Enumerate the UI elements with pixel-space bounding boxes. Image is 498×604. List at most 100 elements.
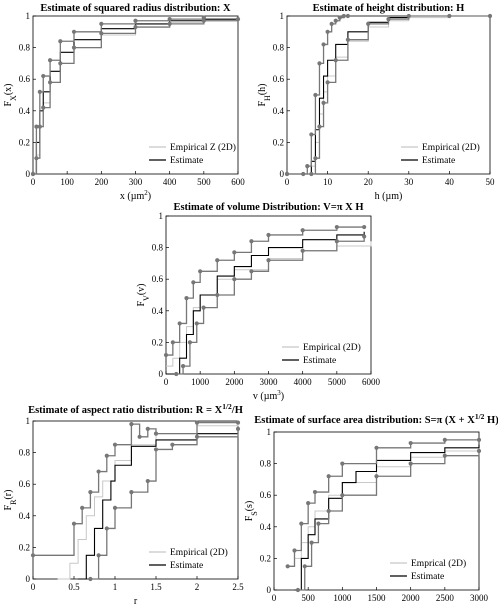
x-tick-label: 2500 — [436, 593, 455, 603]
legend: Emprical (2D) Estimate — [387, 556, 475, 586]
y-axis-label: FR(r) — [3, 490, 18, 511]
x-tick-label: 2000 — [402, 593, 421, 603]
band-point — [317, 124, 322, 129]
band-point — [300, 248, 305, 253]
band-point — [313, 156, 318, 161]
band-point — [34, 124, 39, 129]
legend: Empirical Z (2D) Estimate — [146, 140, 236, 170]
band-point — [71, 521, 77, 526]
band-point — [201, 15, 206, 20]
band-point — [284, 171, 290, 177]
x-tick-label: 0 — [272, 593, 277, 603]
band-point — [235, 426, 241, 431]
band-point — [170, 442, 175, 447]
legend-label: Empirical Z (2D) — [170, 142, 236, 153]
x-tick-label: 0.5 — [68, 582, 80, 592]
x-tick-label: 0 — [31, 582, 36, 592]
x-tick-label: 0 — [31, 177, 36, 187]
band-point — [104, 453, 109, 458]
x-tick-label: 500 — [197, 177, 211, 187]
chart-title: Estimate of surface area distribution: S… — [254, 412, 498, 427]
band-point — [194, 321, 199, 326]
band-point — [34, 156, 39, 161]
x-tick-label: 40 — [445, 177, 455, 187]
y-tick-label: 0.2 — [19, 542, 30, 552]
chart-panel-surface: Estimate of surface area distribution: S… — [244, 412, 498, 604]
band-point — [198, 269, 203, 274]
x-tick-label: 3000 — [260, 377, 279, 387]
chart-panel-volume: Estimate of volume Distribution: V=π X H… — [136, 202, 381, 402]
y-tick-label: 0.4 — [260, 522, 272, 532]
band-point — [30, 553, 36, 558]
legend-label: Empirical (2D) — [303, 342, 361, 353]
band-point — [96, 553, 101, 558]
band-point — [37, 89, 42, 94]
band-point — [215, 258, 220, 263]
legend-label: Estimate — [170, 561, 203, 571]
chart-title: Estimate of height distribution: H — [313, 3, 465, 14]
legend: Empirical (2D) Estimate — [398, 140, 486, 170]
band-point — [321, 100, 326, 105]
band-point — [300, 228, 305, 233]
y-tick-label: 0.8 — [260, 459, 272, 469]
band-point — [333, 18, 338, 23]
legend-label: Emprical (2D) — [411, 558, 466, 569]
x-tick-label: 600 — [231, 177, 245, 187]
legend: Empirical (2D) Estimate — [279, 340, 367, 370]
series-line-empirical — [287, 447, 480, 567]
band-point — [167, 17, 172, 22]
band-point — [476, 448, 482, 454]
band-point — [408, 461, 413, 466]
x-tick-label: 1000 — [333, 593, 352, 603]
band-point — [104, 526, 109, 531]
band-point — [362, 234, 367, 239]
series-line-upper-band — [33, 421, 238, 556]
legend-label: Empirical (2D) — [170, 547, 228, 558]
series-line-estimate — [287, 15, 490, 175]
x-axis-label: x (µm2) — [120, 189, 151, 202]
series-line-lower-band — [33, 19, 239, 175]
band-point — [174, 371, 179, 377]
y-axis-label: FV(v) — [136, 283, 151, 306]
x-tick-label: 300 — [129, 177, 143, 187]
y-tick-label: 0.2 — [152, 337, 163, 347]
band-point — [325, 80, 330, 85]
band-point — [170, 340, 175, 345]
legend-label: Estimate — [422, 156, 455, 166]
band-point — [137, 434, 142, 439]
band-point — [329, 21, 334, 26]
band-point — [266, 232, 271, 238]
x-tick-label: 0 — [164, 377, 169, 387]
band-point — [194, 434, 200, 439]
y-tick-label: 0.8 — [273, 43, 285, 53]
band-point — [153, 431, 159, 436]
band-point — [487, 13, 493, 19]
y-tick-label: 0.2 — [19, 137, 30, 147]
band-point — [309, 132, 314, 137]
band-point — [99, 21, 104, 26]
legend-box — [279, 340, 367, 370]
band-point — [305, 164, 310, 169]
series-line-upper-band — [166, 226, 365, 356]
band-point — [302, 564, 307, 569]
band-point — [312, 489, 318, 495]
legend: Empirical (2D) Estimate — [146, 545, 234, 575]
band-point — [30, 171, 36, 177]
band-point — [249, 269, 254, 274]
band-point — [232, 277, 237, 282]
band-point — [58, 61, 63, 66]
series-line-estimate — [166, 231, 365, 375]
y-tick-label: 0.8 — [19, 43, 31, 53]
band-point — [235, 17, 241, 22]
series-line-lower-band — [176, 236, 365, 375]
band-point — [326, 508, 331, 514]
x-tick-label: 10 — [323, 177, 333, 187]
band-point — [386, 17, 391, 22]
band-point — [321, 42, 326, 47]
x-tick-label: 50 — [486, 177, 496, 187]
band-point — [167, 21, 172, 26]
x-axis-label: r — [134, 596, 138, 604]
band-point — [266, 258, 271, 263]
band-point — [184, 296, 189, 301]
